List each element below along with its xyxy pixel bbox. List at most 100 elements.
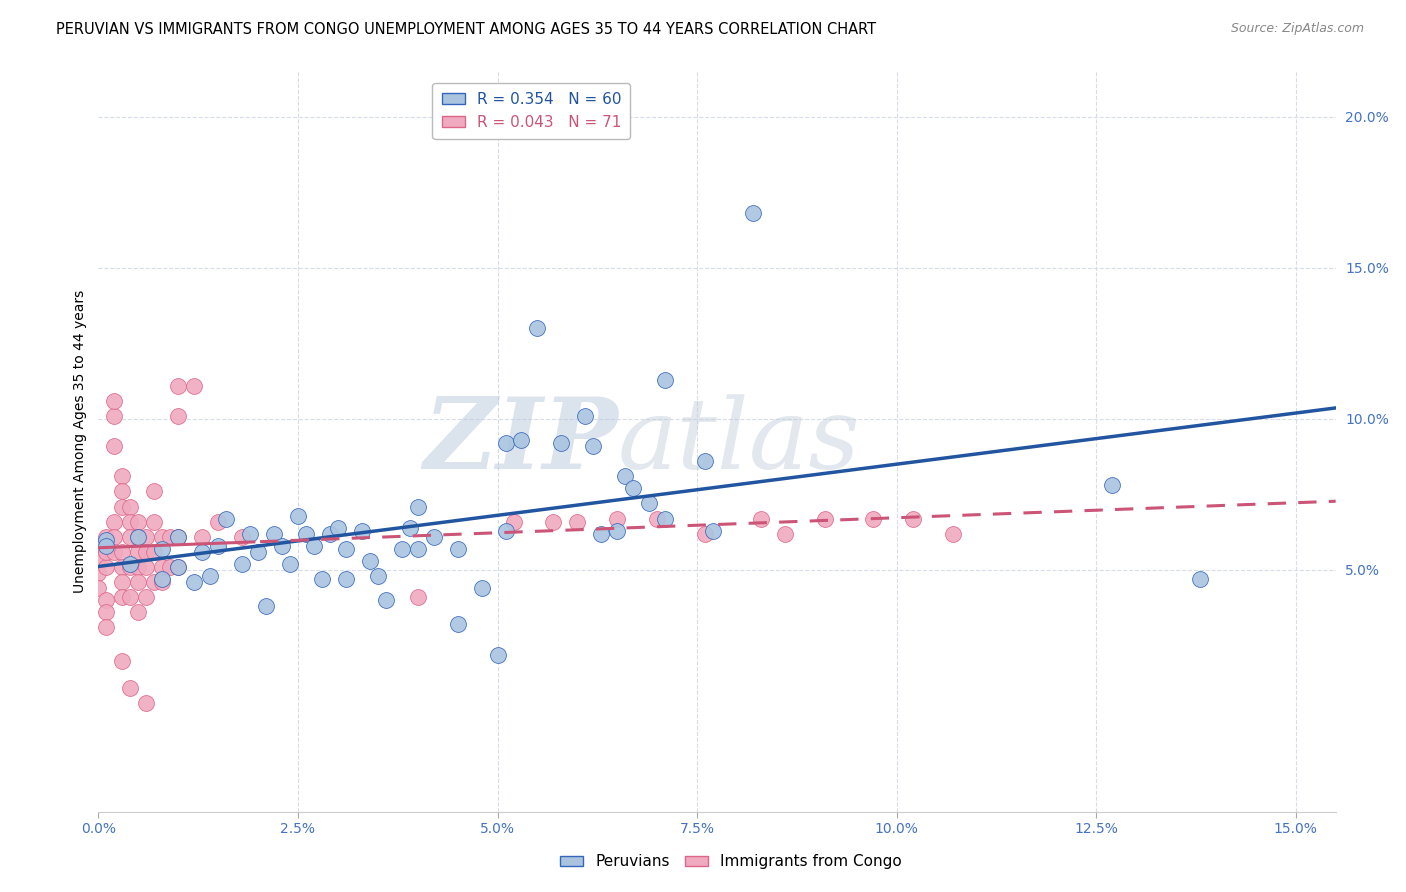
Point (862, 511, 884, 525)
Point (159, 560, 181, 574)
Point (567, 515, 589, 529)
Point (239, 526, 262, 541)
Point (742, 206, 765, 220)
Point (335, 541, 357, 556)
Point (143, 484, 166, 499)
Point (654, 373, 676, 387)
Point (96, 530, 118, 544)
Point (335, 572, 357, 586)
Point (127, 515, 149, 529)
Point (183, 378, 205, 392)
Point (198, 569, 221, 583)
Point (406, 500, 429, 514)
Point (645, 511, 668, 525)
Point (167, 378, 190, 392)
Point (621, 482, 644, 496)
Point (120, 500, 142, 514)
Point (254, 599, 277, 614)
Point (295, 526, 318, 541)
Point (510, 433, 533, 447)
Point (271, 539, 294, 553)
Point (191, 530, 214, 544)
Point (606, 511, 628, 525)
Point (127, 545, 149, 559)
Point (398, 521, 420, 535)
Point (167, 530, 190, 544)
Point (150, 560, 173, 574)
Point (446, 541, 468, 556)
Point (614, 469, 637, 483)
Text: ZIP: ZIP (423, 393, 619, 490)
Point (167, 530, 190, 544)
Point (111, 560, 134, 574)
Point (120, 681, 142, 695)
Point (526, 321, 548, 335)
Y-axis label: Unemployment Among Ages 35 to 44 years: Unemployment Among Ages 35 to 44 years (73, 290, 87, 593)
Point (96, 560, 118, 574)
Point (374, 593, 396, 607)
Point (87, 581, 110, 595)
Point (502, 515, 524, 529)
Point (103, 409, 125, 423)
Point (150, 530, 173, 544)
Point (814, 511, 837, 525)
Point (191, 545, 214, 559)
Point (287, 508, 309, 523)
Point (543, 515, 565, 529)
Point (135, 590, 157, 604)
Legend: R = 0.354   N = 60, R = 0.043   N = 71: R = 0.354 N = 60, R = 0.043 N = 71 (433, 83, 630, 138)
Point (135, 696, 157, 710)
Point (550, 436, 572, 450)
Point (150, 541, 173, 556)
Text: Source: ZipAtlas.com: Source: ZipAtlas.com (1230, 22, 1364, 36)
Point (111, 469, 134, 483)
Point (150, 572, 173, 586)
Point (111, 590, 134, 604)
Point (87, 566, 110, 580)
Point (143, 515, 166, 529)
Point (215, 511, 238, 525)
Point (167, 409, 190, 423)
Point (150, 575, 173, 590)
Point (495, 436, 517, 450)
Point (278, 557, 301, 571)
Point (167, 560, 190, 574)
Point (96, 533, 118, 547)
Point (120, 560, 142, 574)
Point (127, 575, 149, 590)
Point (391, 541, 413, 556)
Point (135, 530, 157, 544)
Point (103, 439, 125, 453)
Point (231, 530, 253, 544)
Point (638, 496, 661, 510)
Point (422, 530, 444, 544)
Point (486, 648, 509, 662)
Point (582, 439, 605, 453)
Point (120, 530, 142, 544)
Point (654, 511, 676, 525)
Point (1101, 478, 1123, 492)
Point (749, 511, 772, 525)
Point (127, 560, 149, 574)
Point (103, 393, 125, 408)
Legend: Peruvians, Immigrants from Congo: Peruvians, Immigrants from Congo (554, 848, 908, 875)
Point (143, 545, 166, 559)
Point (359, 554, 381, 568)
Point (111, 575, 134, 590)
Point (350, 524, 373, 538)
Text: PERUVIAN VS IMMIGRANTS FROM CONGO UNEMPLOYMENT AMONG AGES 35 TO 44 YEARS CORRELA: PERUVIAN VS IMMIGRANTS FROM CONGO UNEMPL… (56, 22, 876, 37)
Point (159, 530, 181, 544)
Point (135, 560, 157, 574)
Point (326, 521, 349, 535)
Point (96, 545, 118, 559)
Point (143, 575, 166, 590)
Point (446, 617, 468, 632)
Point (111, 654, 134, 668)
Point (120, 557, 142, 571)
Point (693, 526, 716, 541)
Point (127, 530, 149, 544)
Point (302, 539, 325, 553)
Point (367, 569, 389, 583)
Point (702, 524, 724, 538)
Point (111, 500, 134, 514)
